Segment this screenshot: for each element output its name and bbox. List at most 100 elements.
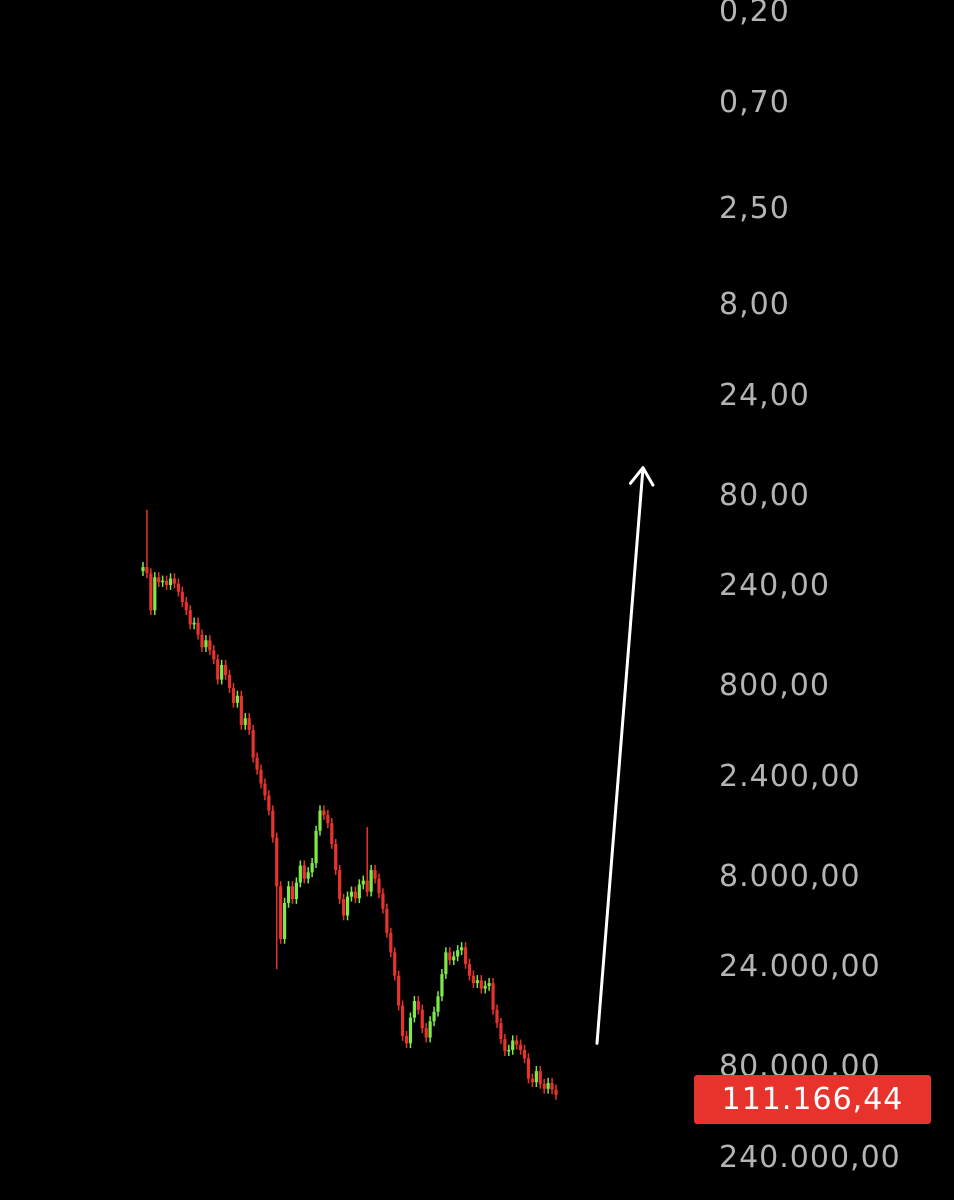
candle-body: [365, 880, 369, 892]
candle-body: [168, 578, 173, 586]
arrow-head: [628, 466, 655, 487]
candle-body: [357, 884, 361, 899]
candle-body: [141, 567, 145, 572]
candle-body: [208, 640, 212, 651]
candle-body: [279, 886, 283, 939]
candle-body: [475, 980, 479, 984]
candle-body: [554, 1089, 558, 1095]
candle-body: [216, 659, 220, 680]
candle-body: [338, 870, 342, 900]
candle-body: [408, 1017, 413, 1044]
candle-body: [349, 891, 354, 897]
candle-body: [200, 634, 204, 648]
candle-body: [412, 1001, 416, 1018]
candle-body: [330, 823, 334, 845]
y-tick-label: 800,00: [719, 668, 830, 704]
candle-body: [153, 577, 157, 611]
candle-body: [263, 783, 267, 796]
candle-body: [424, 1028, 428, 1038]
candle-body: [377, 878, 381, 894]
candle-body: [460, 947, 464, 951]
y-tick-label: 240.000,00: [719, 1140, 901, 1175]
y-tick-label: 80,00: [719, 477, 810, 513]
candle-body: [247, 718, 251, 730]
candle-body: [432, 1011, 436, 1022]
candle-body: [255, 757, 259, 770]
arrow-shaft: [595, 466, 645, 1045]
candle-body: [503, 1039, 507, 1052]
candle-body: [231, 688, 236, 703]
candle-body: [271, 810, 275, 838]
candle-body: [515, 1040, 519, 1045]
candle-body: [294, 882, 298, 900]
candle-body: [401, 1005, 405, 1037]
candle-body: [385, 908, 389, 933]
y-tick-label: 0,70: [719, 85, 790, 121]
candle-body: [149, 573, 153, 611]
candle-body: [404, 1036, 409, 1044]
candle-body: [483, 985, 487, 989]
candle-body: [239, 695, 243, 725]
candle-body: [184, 602, 188, 611]
candle-body: [286, 886, 291, 903]
candle-body: [428, 1021, 432, 1038]
candle-body: [157, 577, 161, 583]
candle-body: [361, 880, 365, 885]
candle-body: [353, 891, 357, 899]
candle-body: [369, 870, 373, 892]
candle-body: [334, 844, 338, 871]
candle-body: [192, 622, 196, 625]
candle-body: [495, 1009, 499, 1024]
candle-body: [456, 950, 460, 957]
candle-body: [471, 975, 475, 984]
candle-body: [161, 580, 165, 583]
candle-body: [546, 1083, 550, 1089]
candle-body: [275, 837, 279, 887]
candle-body: [463, 947, 468, 964]
y-tick-label: 24,00: [719, 377, 810, 413]
candle-body: [306, 872, 310, 879]
candle-body: [538, 1071, 542, 1084]
y-tick-label: 240,00: [719, 568, 830, 604]
candle-body: [507, 1049, 511, 1052]
y-tick-label: 8,00: [719, 287, 790, 322]
candle-body: [180, 591, 184, 603]
candle-body: [322, 810, 326, 815]
candle-body: [251, 729, 255, 758]
y-tick-label: 0,20: [719, 0, 790, 29]
candle-body: [393, 952, 397, 976]
candle-body: [220, 664, 224, 680]
candle-body: [373, 870, 377, 879]
candle-body: [416, 1001, 420, 1010]
y-tick-label: 8.000,00: [719, 858, 861, 894]
candle-body: [440, 974, 444, 997]
candle-body: [542, 1083, 546, 1089]
candle-body: [176, 583, 180, 592]
candle-body: [389, 932, 393, 953]
candle-body: [467, 963, 472, 976]
candle-body: [212, 650, 216, 660]
candle-body: [444, 952, 448, 975]
candle-body: [550, 1083, 554, 1090]
candle-body: [283, 902, 287, 939]
candle-body: [314, 830, 318, 864]
candle-body: [499, 1023, 503, 1040]
candle-body: [448, 952, 452, 961]
candle-body: [511, 1040, 515, 1050]
candles-group: [141, 509, 558, 1100]
candle-body: [491, 983, 495, 1010]
candle-body: [318, 810, 322, 831]
candle-body: [145, 567, 149, 574]
y-tick-label: 24.000,00: [719, 949, 881, 985]
candle-body: [310, 863, 314, 873]
candle-body: [243, 718, 247, 725]
candle-body: [172, 578, 177, 584]
candle-body: [204, 640, 208, 648]
candle-body: [302, 865, 306, 879]
candle-body: [420, 1009, 424, 1029]
candle-body: [522, 1049, 527, 1059]
candle-body: [165, 580, 169, 586]
candle-body: [479, 980, 483, 989]
candle-body: [534, 1071, 538, 1083]
